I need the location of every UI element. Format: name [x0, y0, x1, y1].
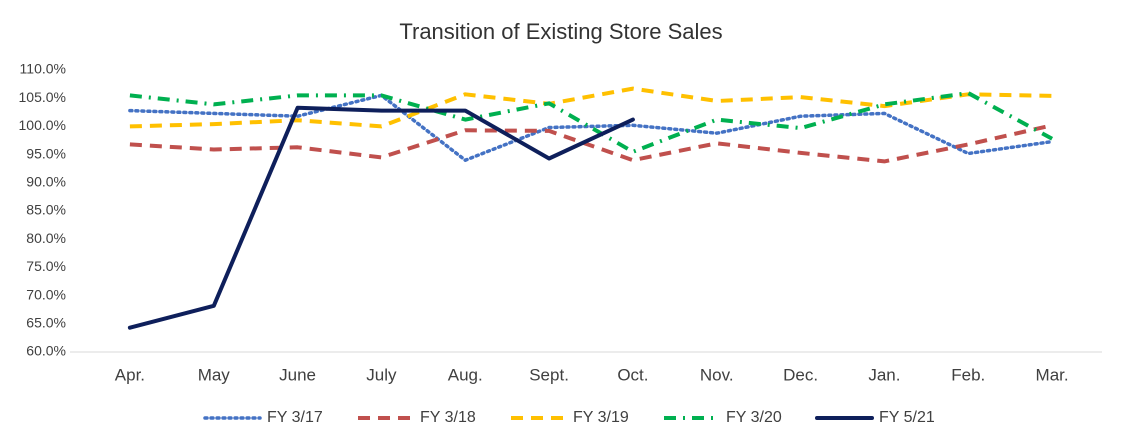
x-tick-label: Aug.	[448, 365, 483, 384]
x-tick-label: June	[279, 365, 316, 384]
series-line	[127, 105, 635, 330]
series-line	[128, 93, 1054, 162]
x-tick-label: Feb.	[951, 365, 985, 384]
y-tick-label: 110.0%	[20, 61, 66, 77]
y-tick-label: 100.0%	[19, 117, 66, 133]
x-tick-label: May	[198, 365, 231, 384]
legend-label: FY 3/17	[267, 409, 323, 426]
chart-title: Transition of Existing Store Sales	[399, 19, 722, 44]
x-tick-label: Jan.	[868, 365, 900, 384]
series-line	[129, 91, 1054, 154]
y-tick-label: 65.0%	[26, 315, 66, 331]
x-tick-label: Oct.	[617, 365, 648, 384]
series-line	[129, 123, 1053, 164]
x-tick-label: Mar.	[1036, 365, 1069, 384]
y-tick-label: 90.0%	[26, 174, 66, 190]
x-tick-label: Nov.	[700, 365, 734, 384]
x-tick-label: Dec.	[783, 365, 818, 384]
y-tick-label: 85.0%	[26, 202, 66, 218]
y-tick-label: 60.0%	[26, 343, 66, 359]
y-tick-label: 70.0%	[26, 286, 66, 302]
x-tick-label: July	[366, 365, 397, 384]
y-tick-label: 105.0%	[19, 89, 66, 105]
x-tick-label: Apr.	[115, 365, 145, 384]
legend-label: FY 3/19	[573, 409, 629, 426]
y-tick-label: 95.0%	[26, 145, 66, 161]
x-tick-label: Sept.	[529, 365, 569, 384]
series-line	[129, 86, 1053, 129]
legend-label: FY 3/18	[420, 409, 476, 426]
legend-label: FY 5/21	[879, 409, 935, 426]
y-tick-label: 80.0%	[26, 230, 66, 246]
y-tick-label: 75.0%	[26, 258, 66, 274]
legend-label: FY 3/20	[726, 409, 782, 426]
